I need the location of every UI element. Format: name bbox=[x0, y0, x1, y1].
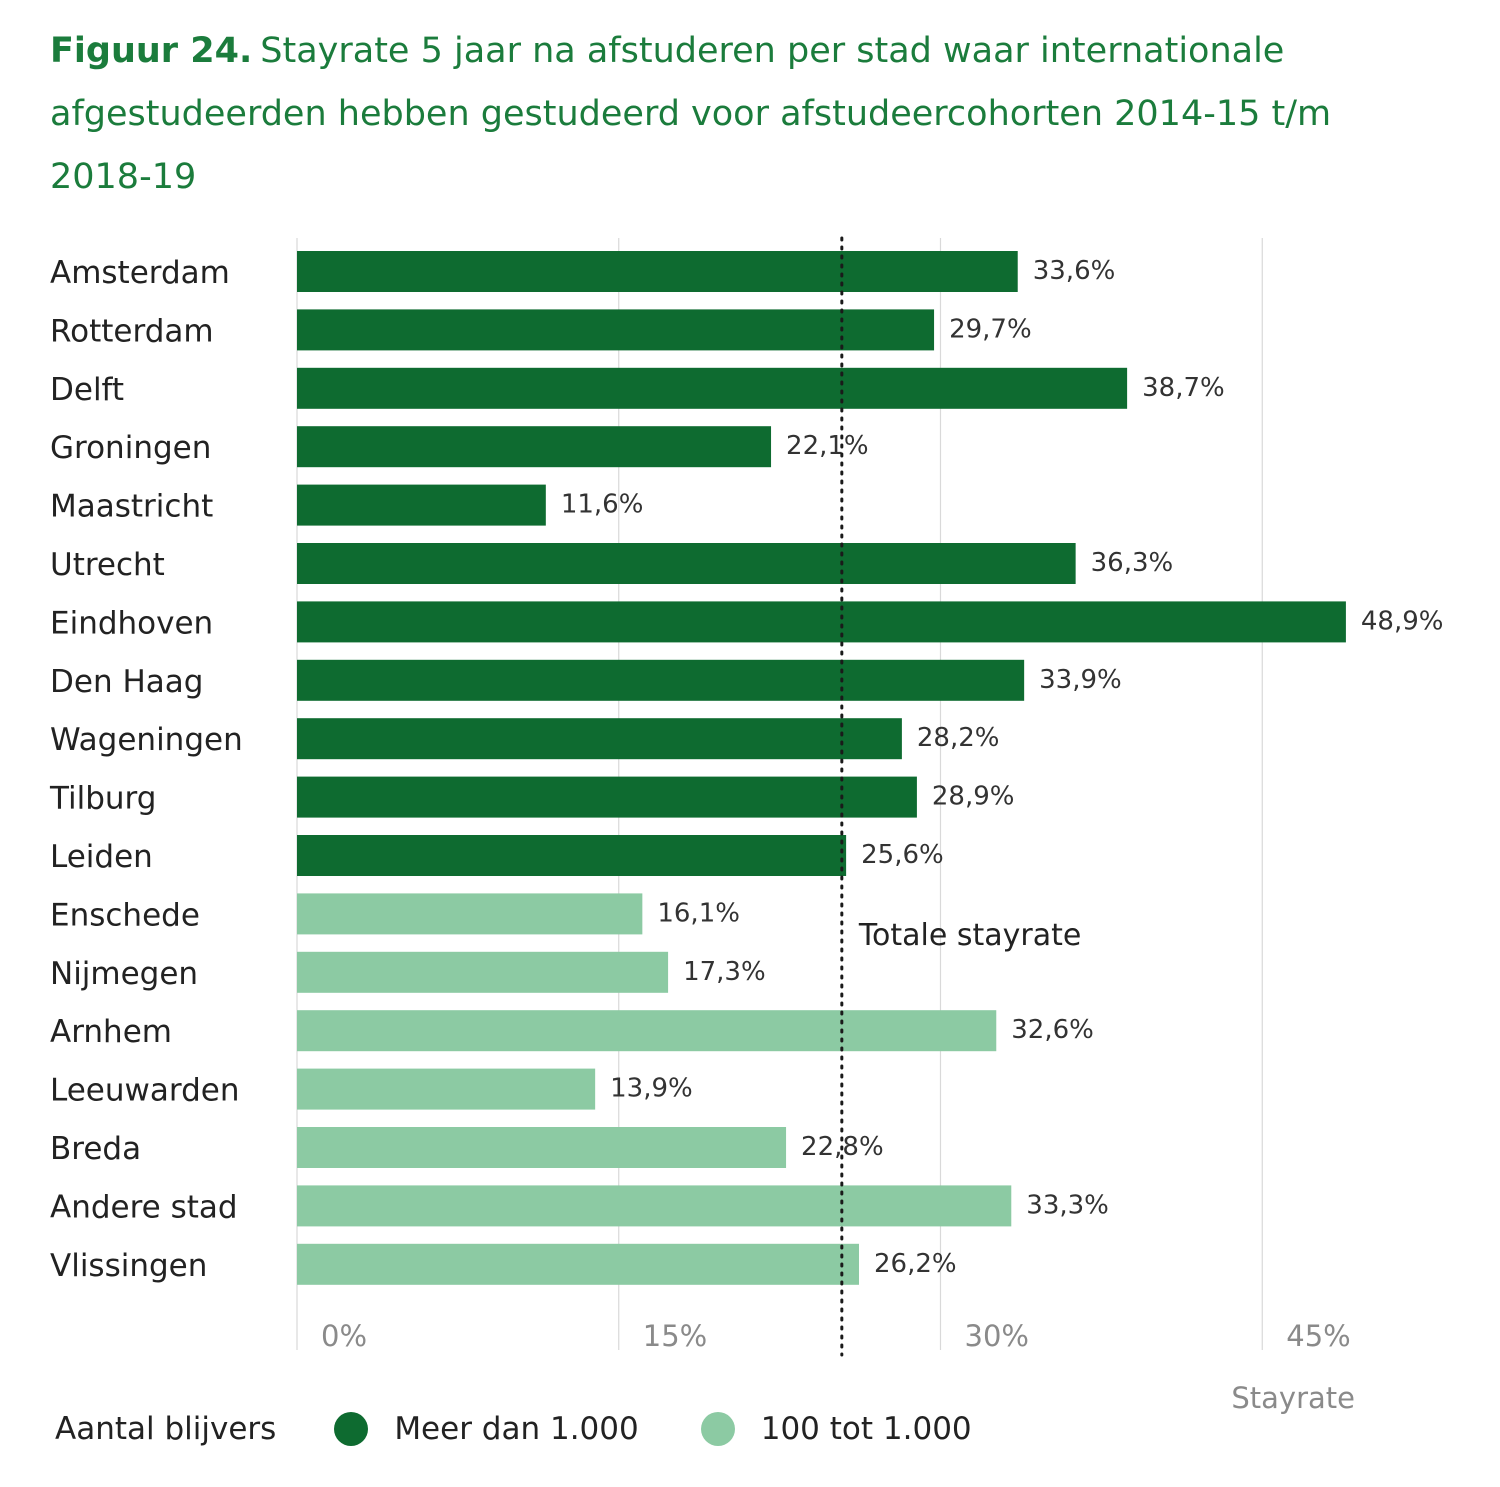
legend-dot-light-icon bbox=[700, 1412, 735, 1446]
value-label-1: 29,7% bbox=[949, 314, 1032, 344]
value-label-17: 26,2% bbox=[874, 1249, 957, 1279]
bar-12 bbox=[297, 951, 669, 993]
bar-15 bbox=[297, 1127, 787, 1168]
category-label-10: Leiden bbox=[50, 839, 153, 875]
category-label-2: Delft bbox=[50, 372, 124, 408]
bar-8 bbox=[297, 718, 902, 760]
value-label-3: 22,1% bbox=[786, 431, 869, 461]
value-label-12: 17,3% bbox=[683, 957, 766, 987]
value-label-11: 16,1% bbox=[657, 898, 740, 928]
value-label-2: 38,7% bbox=[1142, 373, 1225, 403]
bar-17 bbox=[297, 1243, 859, 1285]
category-label-13: Arnhem bbox=[50, 1014, 172, 1050]
value-label-16: 33,3% bbox=[1026, 1190, 1109, 1220]
value-label-13: 32,6% bbox=[1011, 1015, 1094, 1045]
bar-1 bbox=[297, 309, 935, 351]
bar-16 bbox=[297, 1185, 1012, 1227]
category-label-14: Leeuwarden bbox=[50, 1073, 239, 1109]
bar-0 bbox=[297, 251, 1018, 292]
legend-dot-dark-icon bbox=[334, 1412, 369, 1446]
category-label-15: Breda bbox=[50, 1131, 141, 1167]
figure-number: Figuur 24. bbox=[50, 31, 253, 71]
value-label-10: 25,6% bbox=[861, 840, 944, 870]
category-label-0: Amsterdam bbox=[50, 255, 230, 291]
x-tick-label-3: 45% bbox=[1286, 1319, 1350, 1353]
bar-13 bbox=[297, 1010, 997, 1052]
bar-14 bbox=[297, 1068, 596, 1110]
legend-label-large: Meer dan 1.000 bbox=[394, 1411, 639, 1447]
value-label-4: 11,6% bbox=[561, 490, 644, 520]
value-label-0: 33,6% bbox=[1033, 256, 1116, 286]
category-label-11: Enschede bbox=[50, 897, 200, 933]
x-tick-label-1: 15% bbox=[643, 1319, 707, 1353]
value-label-6: 48,9% bbox=[1361, 606, 1444, 636]
value-label-14: 13,9% bbox=[610, 1074, 693, 1104]
bar-7 bbox=[297, 659, 1025, 701]
category-label-3: Groningen bbox=[50, 430, 211, 466]
value-label-7: 33,9% bbox=[1039, 665, 1122, 695]
category-label-16: Andere stad bbox=[50, 1189, 238, 1225]
bar-4 bbox=[297, 484, 546, 526]
legend-title: Aantal blijvers bbox=[55, 1411, 277, 1447]
value-label-5: 36,3% bbox=[1091, 548, 1174, 578]
legend-item-large: Meer dan 1.000 bbox=[334, 1411, 639, 1447]
bar-11 bbox=[297, 893, 643, 935]
bar-5 bbox=[297, 543, 1076, 584]
x-tick-label-0: 0% bbox=[321, 1319, 367, 1353]
category-label-1: Rotterdam bbox=[50, 313, 214, 349]
bar-10 bbox=[297, 835, 847, 876]
category-label-9: Tilburg bbox=[49, 781, 156, 817]
category-label-6: Eindhoven bbox=[50, 605, 213, 641]
category-label-5: Utrecht bbox=[50, 547, 165, 583]
chart-title: Figuur 24. Stayrate 5 jaar na afstuderen … bbox=[50, 20, 1430, 209]
value-label-8: 28,2% bbox=[917, 723, 1000, 753]
value-label-9: 28,9% bbox=[932, 782, 1015, 812]
bar-3 bbox=[297, 426, 772, 468]
legend-item-small: 100 tot 1.000 bbox=[700, 1411, 972, 1447]
bar-2 bbox=[297, 367, 1128, 409]
legend: Aantal blijvers Meer dan 1.000 100 tot 1… bbox=[55, 1405, 1034, 1453]
x-tick-label-2: 30% bbox=[965, 1319, 1029, 1353]
bar-9 bbox=[297, 776, 917, 818]
legend-label-small: 100 tot 1.000 bbox=[760, 1411, 972, 1447]
bar-6 bbox=[297, 601, 1346, 643]
x-axis-label: Stayrate bbox=[1231, 1381, 1355, 1415]
category-label-12: Nijmegen bbox=[50, 956, 198, 992]
reference-line-label: Totale stayrate bbox=[858, 918, 1082, 953]
figure-caption: Stayrate 5 jaar na afstuderen per stad w… bbox=[50, 31, 1332, 197]
category-label-8: Wageningen bbox=[50, 722, 243, 758]
category-label-7: Den Haag bbox=[50, 664, 203, 700]
category-label-17: Vlissingen bbox=[50, 1248, 207, 1284]
category-label-4: Maastricht bbox=[50, 489, 213, 525]
